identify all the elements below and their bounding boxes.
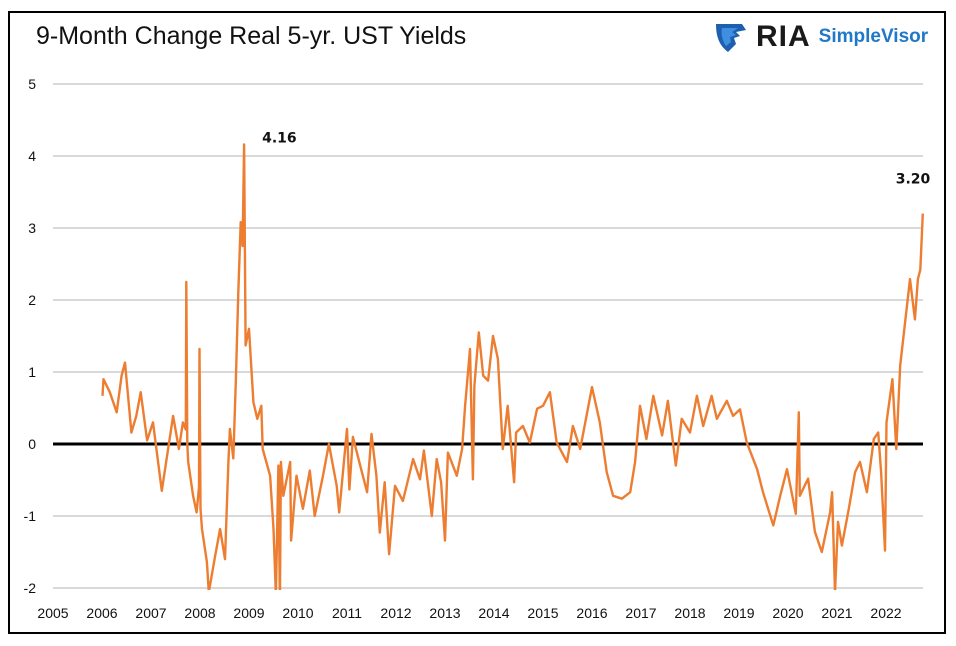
x-tick-label: 2006: [86, 605, 117, 621]
y-axis-ticks: -2 -1 0 1 2 3 4 5: [24, 76, 37, 596]
chart-title: 9-Month Change Real 5-yr. UST Yields: [36, 22, 467, 50]
x-tick-label: 2019: [723, 605, 754, 621]
x-tick-label: 2020: [772, 605, 803, 621]
x-tick-label: 2016: [576, 605, 607, 621]
x-tick-label: 2010: [282, 605, 313, 621]
x-tick-label: 2012: [380, 605, 411, 621]
x-tick-label: 2021: [821, 605, 852, 621]
y-tick-label: 4: [28, 148, 36, 164]
x-tick-label: 2015: [527, 605, 558, 621]
y-tick-label: -2: [24, 580, 37, 596]
x-tick-label: 2022: [870, 605, 901, 621]
y-tick-label: 0: [28, 436, 36, 452]
data-label: 3.20: [896, 172, 931, 188]
x-tick-label: 2007: [135, 605, 166, 621]
y-tick-label: 1: [28, 364, 36, 380]
gridlines: [53, 83, 923, 589]
logo-product: SimpleVisor: [818, 26, 929, 47]
x-tick-label: 2017: [625, 605, 656, 621]
eagle-shield-icon: [716, 24, 746, 52]
y-tick-label: 3: [28, 220, 36, 236]
x-tick-label: 2008: [184, 605, 215, 621]
y-tick-label: 2: [28, 292, 36, 308]
x-tick-label: 2013: [429, 605, 460, 621]
x-tick-label: 2018: [674, 605, 705, 621]
logo-mark: RIA: [756, 20, 811, 53]
chart-frame: [8, 11, 946, 634]
data-label: 4.16: [262, 130, 297, 146]
y-tick-label: -1: [24, 508, 37, 524]
x-axis-ticks: 2005 2006 2007 2008 2009 2010 2011 2012 2013 2014…: [37, 605, 901, 621]
logo: RIA SimpleVisor: [714, 20, 928, 54]
series-line: [101, 143, 924, 590]
x-tick-label: 2014: [478, 605, 509, 621]
x-tick-label: 2009: [233, 605, 264, 621]
x-tick-label: 2005: [37, 605, 68, 621]
annotations: 4.16 3.20: [262, 130, 930, 187]
y-tick-label: 5: [28, 76, 36, 92]
x-tick-label: 2011: [332, 605, 362, 621]
